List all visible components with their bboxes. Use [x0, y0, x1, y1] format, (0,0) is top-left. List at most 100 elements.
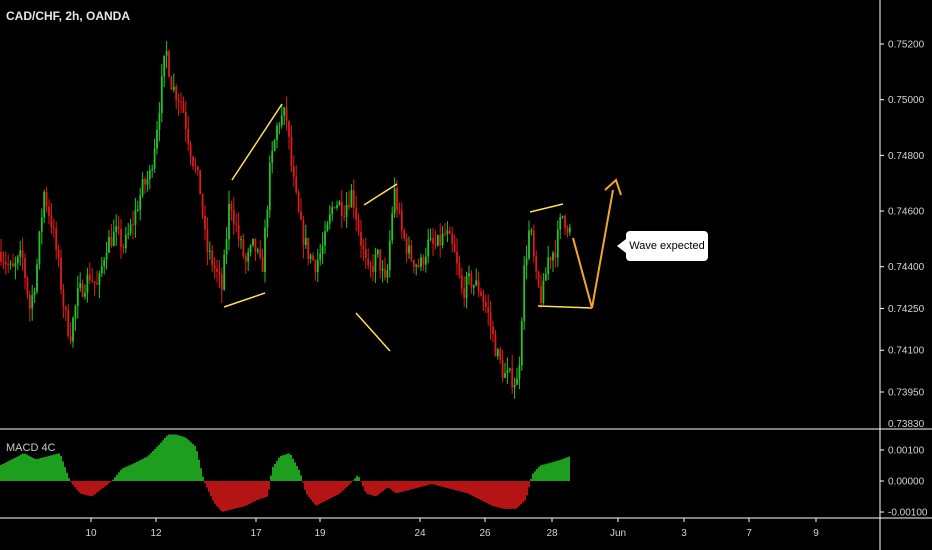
candle-body	[223, 254, 226, 290]
macd-bar	[568, 456, 570, 481]
trendline[interactable]	[529, 203, 564, 213]
macd-label[interactable]: MACD 4C	[6, 442, 56, 454]
macd-bar	[106, 481, 108, 485]
macd-bar	[422, 481, 424, 487]
macd-bar	[512, 481, 514, 509]
macd-bar	[112, 479, 114, 481]
candle-body	[441, 233, 444, 246]
wave-expected-callout[interactable]: Wave expected	[617, 231, 708, 261]
candle-body	[547, 257, 550, 275]
trendline[interactable]	[537, 305, 593, 309]
macd-bar	[504, 481, 506, 509]
candle-body	[364, 249, 367, 259]
price-tick-label: 0.74100	[888, 346, 925, 357]
macd-bar	[154, 448, 156, 481]
candle-body	[405, 238, 408, 254]
candle-body	[230, 203, 233, 210]
macd-bar	[186, 438, 188, 481]
macd-bar	[134, 462, 136, 481]
macd-bar	[148, 455, 150, 481]
candle-body	[261, 257, 264, 273]
candle-body	[194, 165, 197, 167]
macd-bar	[130, 464, 132, 481]
candle-body	[484, 302, 487, 308]
candle-body	[129, 224, 132, 234]
candle-body	[336, 205, 338, 208]
macd-bar	[406, 481, 408, 491]
macd-bar	[102, 481, 104, 488]
macd-bar	[310, 481, 312, 500]
candle-body	[355, 207, 358, 220]
macd-bar	[454, 481, 456, 491]
projection-arrowhead	[604, 178, 622, 196]
candle-body	[468, 273, 470, 277]
macd-bar	[416, 481, 418, 488]
candle-body	[112, 232, 115, 247]
candle-body	[460, 275, 463, 289]
candle-body	[388, 240, 391, 271]
candle-body	[237, 224, 240, 240]
macd-bar	[126, 466, 128, 481]
candle-body	[144, 179, 146, 185]
trendline[interactable]	[355, 312, 391, 352]
projection-path[interactable]	[572, 189, 614, 309]
candle-body	[381, 268, 384, 271]
candle-body	[158, 112, 161, 130]
candle-body	[324, 230, 326, 246]
trendline[interactable]	[363, 183, 398, 206]
candle-body	[422, 257, 425, 265]
candle-body	[240, 239, 242, 241]
candle-body	[367, 258, 370, 266]
candle-body	[297, 191, 300, 212]
macd-bar	[348, 481, 350, 486]
candle-body	[28, 294, 31, 309]
candle-body	[348, 204, 350, 208]
macd-bar	[386, 481, 388, 488]
macd-bar	[366, 481, 368, 494]
candle-body	[556, 229, 559, 258]
candle-body	[141, 179, 144, 196]
candle-body	[74, 306, 77, 319]
macd-bar	[562, 458, 564, 481]
macd-bar	[206, 481, 208, 488]
macd-bar	[0, 464, 2, 481]
macd-bar	[496, 481, 498, 508]
macd-bar	[86, 481, 88, 496]
macd-bar	[24, 453, 26, 481]
macd-bar	[214, 481, 216, 504]
macd-bar	[476, 481, 478, 499]
macd-bar	[560, 459, 562, 481]
symbol-label[interactable]: CAD/CHF, 2h, OANDA	[6, 9, 131, 23]
macd-bar	[210, 481, 212, 497]
candle-body	[244, 256, 247, 262]
macd-bar	[100, 481, 102, 490]
candle-body	[487, 307, 490, 313]
candle-body	[151, 168, 154, 171]
candle-body	[55, 228, 58, 250]
macd-bar	[516, 481, 518, 508]
macd-bar	[498, 481, 500, 508]
trendline[interactable]	[223, 292, 266, 308]
macd-bar	[314, 481, 316, 505]
macd-bar	[552, 462, 554, 481]
macd-bar	[104, 481, 106, 487]
macd-bar	[208, 481, 210, 492]
macd-bar	[400, 481, 402, 493]
candle-body	[196, 166, 199, 170]
trendline[interactable]	[231, 103, 283, 181]
macd-bar	[280, 455, 282, 481]
macd-bar	[510, 481, 512, 509]
candle-body	[530, 230, 533, 232]
candle-body	[0, 251, 2, 262]
candle-body	[211, 250, 214, 266]
candle-body	[156, 129, 158, 149]
macd-bar	[28, 455, 30, 481]
time-axis-ticks: 10 12 17 19 24 26 28 Jun 3 7 9	[85, 518, 819, 539]
candle-body	[249, 245, 252, 253]
macd-bar	[446, 481, 448, 488]
candle-body	[12, 263, 14, 267]
macd-bar	[440, 481, 442, 487]
candle-body	[494, 333, 497, 357]
candle-body	[328, 214, 331, 224]
macd-bar	[546, 463, 548, 481]
